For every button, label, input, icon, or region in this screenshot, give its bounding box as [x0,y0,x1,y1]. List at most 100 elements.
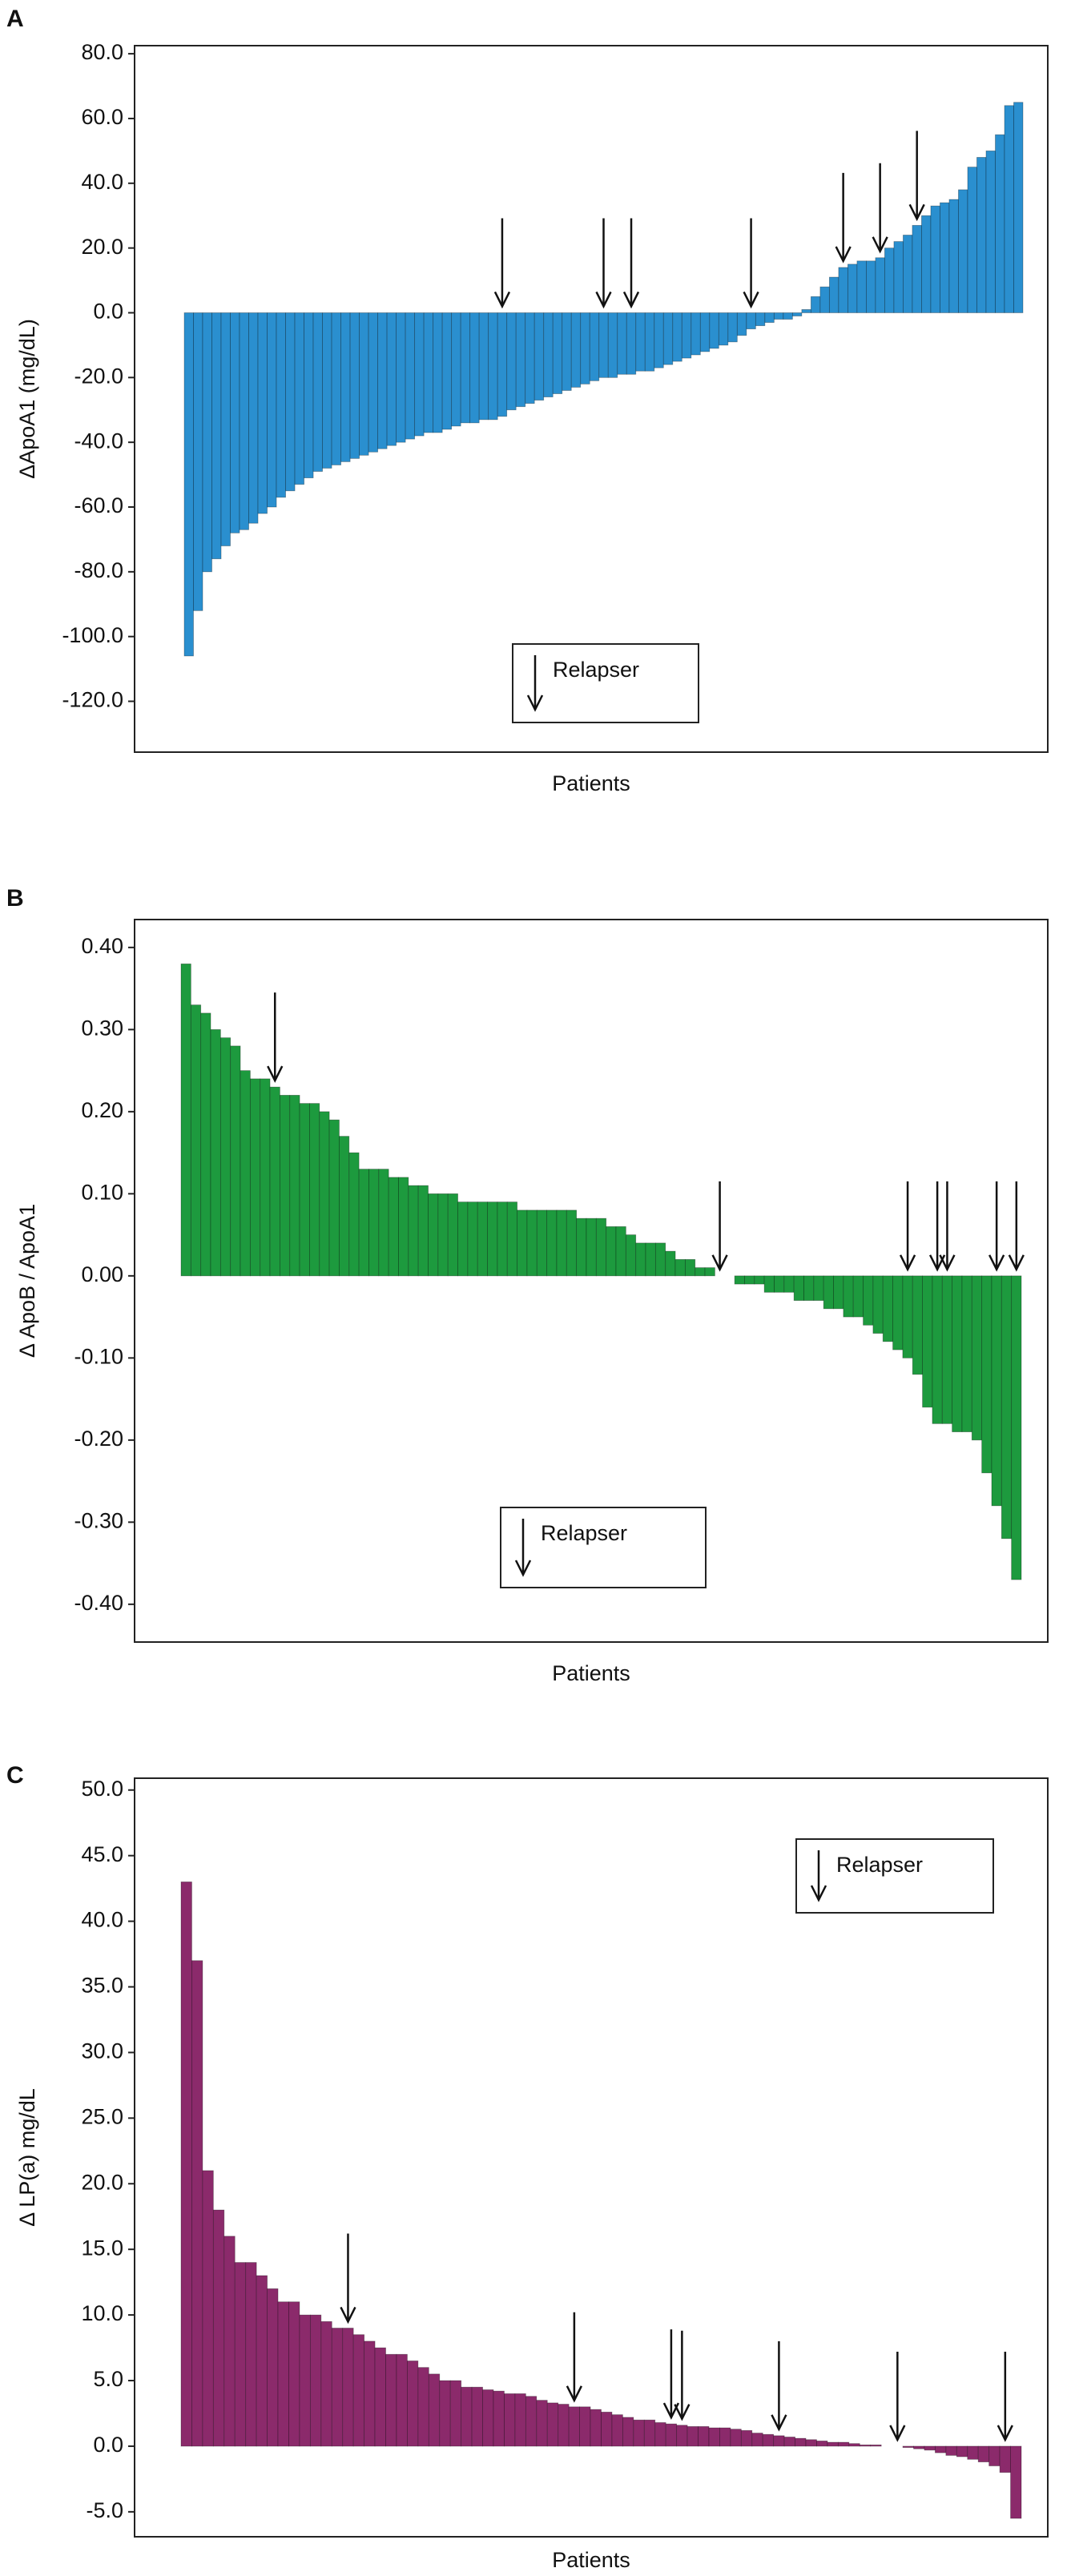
bar [958,189,968,313]
bar [408,1185,419,1277]
bar [686,2425,699,2447]
arrow-head [835,246,852,264]
panel-label: C [6,1762,24,1789]
bar [922,1275,933,1408]
bar [417,2367,429,2447]
arrow-head [711,1254,728,1272]
bar [368,312,379,453]
bar [202,2170,214,2447]
bar [558,2404,570,2447]
bar [662,312,674,365]
bar [607,312,618,378]
legend: Relapser [795,1838,994,1914]
bar [193,312,203,611]
y-tick-label: 60.0 [81,105,123,129]
bar [801,309,811,313]
y-tick-label: -0.10 [74,1344,123,1368]
bar [277,2301,289,2447]
bar [744,1275,755,1285]
bar [580,312,590,384]
panel-label: A [6,6,24,32]
bar [249,1078,261,1277]
relapser-arrow [662,2329,680,2420]
bar [240,1070,251,1277]
bar [866,260,876,313]
bar [793,1275,804,1301]
bar [1013,102,1024,313]
bar [517,1210,528,1277]
bar [526,1210,538,1277]
bar [823,1275,834,1310]
bar [388,1177,399,1277]
bar [358,1169,369,1277]
bar [674,1258,686,1277]
bar [882,1275,893,1342]
bar [645,1242,656,1277]
arrow-head [908,203,925,222]
bar [331,312,341,465]
bar [773,312,784,320]
bar [751,2433,763,2447]
arrow-head [514,1560,532,1577]
bar [941,1275,953,1424]
bar [718,312,729,346]
bar [921,215,932,313]
x-axis-label: Patients [552,771,630,795]
bar [309,1103,320,1277]
bar [568,2406,581,2447]
bar [441,312,453,430]
bar [299,2314,311,2447]
bar [423,312,434,433]
bar [276,312,286,498]
bar [754,1275,765,1285]
arrow-head [899,1254,916,1272]
relapser-arrow [997,2351,1013,2442]
relapser-arrow [493,218,511,309]
bar [1011,1275,1022,1580]
bar [525,312,535,405]
bar [180,1882,192,2447]
y-tick-label: 0.10 [81,1180,123,1204]
bar [827,2441,839,2447]
y-tick-label: 35.0 [81,1974,123,1998]
y-tick-label: 40.0 [81,1908,123,1932]
y-tick-label: -0.40 [74,1591,123,1615]
y-tick-label: 0.20 [81,1098,123,1122]
bar [856,260,867,313]
bar [467,1201,478,1277]
arrow-head [566,2385,582,2403]
bar [487,1201,498,1277]
bar [319,1111,330,1277]
bar [995,134,1005,313]
bar [396,312,406,443]
bar [433,312,443,433]
bar [267,2288,279,2447]
relapser-arrow [1008,1181,1025,1272]
bar [320,2320,332,2447]
bar [405,312,416,440]
bar [774,1275,785,1293]
relapser-arrow [340,2233,356,2324]
bar [536,2400,548,2447]
bar [294,312,304,485]
bar [746,312,756,330]
bar [234,2262,247,2447]
bar [546,1210,558,1277]
bar [497,1201,508,1277]
bar [202,312,212,573]
y-tick-label: 20.0 [81,235,123,259]
bar [935,2445,947,2453]
bar [875,257,885,313]
bar [543,312,554,397]
bar [533,312,545,401]
bar [506,1201,518,1277]
arrow-head [939,1254,956,1272]
bar [589,312,600,381]
bar [576,1218,587,1277]
bar [223,2236,236,2447]
bar [924,2445,936,2451]
bar [893,241,904,313]
bar [795,2437,807,2447]
plot-frame [134,919,1049,1643]
y-tick-label: 5.0 [93,2367,123,2391]
